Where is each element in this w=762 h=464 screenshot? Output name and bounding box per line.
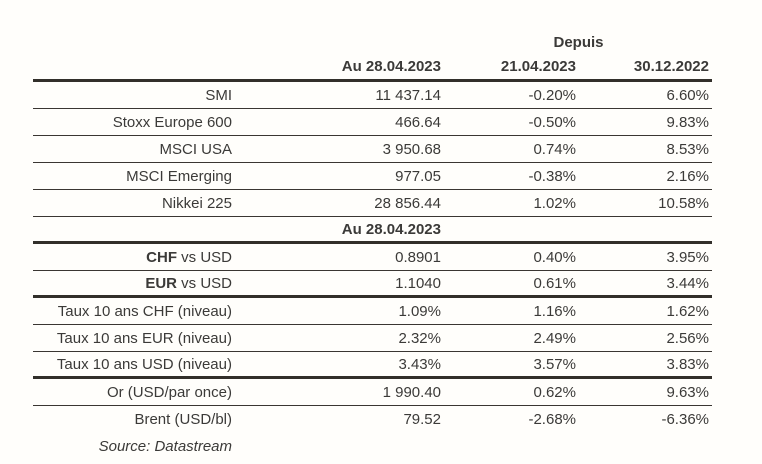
table-row-msci-usa: MSCI USA 3 950.68 0.74% 8.53% bbox=[33, 136, 712, 163]
row-value: 79.52 bbox=[403, 411, 441, 428]
row-value: 1.1040 bbox=[395, 274, 441, 292]
currency-code: EUR bbox=[145, 274, 177, 292]
row-label: Taux 10 ans CHF (niveau) bbox=[57, 302, 232, 320]
row-change-prev: 0.40% bbox=[533, 248, 576, 266]
source-note: Source: Datastream bbox=[98, 438, 232, 455]
row-change-ytd: 10.58% bbox=[658, 194, 709, 212]
table-row-eur-usd: EUR vs USD 1.1040 0.61% 3.44% bbox=[33, 271, 712, 298]
row-label: SMI bbox=[205, 86, 232, 104]
depuis-header-row: Depuis bbox=[33, 30, 712, 54]
table-row-or: Or (USD/par once) 1 990.40 0.62% 9.63% bbox=[33, 379, 712, 406]
row-change-prev: 1.02% bbox=[533, 194, 576, 212]
table-row-taux-eur: Taux 10 ans EUR (niveau) 2.32% 2.49% 2.5… bbox=[33, 325, 712, 352]
currency-rest: vs USD bbox=[176, 274, 232, 292]
row-label: EUR vs USD bbox=[33, 276, 240, 291]
table-row-smi: SMI 11 437.14 -0.20% 6.60% bbox=[33, 82, 712, 109]
row-change-prev: 0.62% bbox=[533, 383, 576, 401]
row-value: 466.64 bbox=[395, 113, 441, 131]
row-change-ytd: 6.60% bbox=[666, 86, 709, 104]
row-change-prev: 2.49% bbox=[533, 329, 576, 347]
row-change-ytd: 3.95% bbox=[666, 248, 709, 266]
row-label: Taux 10 ans EUR (niveau) bbox=[56, 329, 232, 347]
row-change-ytd: 8.53% bbox=[666, 140, 709, 158]
row-label: Nikkei 225 bbox=[161, 194, 232, 212]
row-change-ytd: 3.44% bbox=[666, 274, 709, 292]
row-change-ytd: 2.56% bbox=[666, 329, 709, 347]
row-label: MSCI Emerging bbox=[126, 167, 232, 185]
column-header-row: Au 28.04.2023 21.04.2023 30.12.2022 bbox=[33, 54, 712, 82]
row-value: 28 856.44 bbox=[374, 194, 441, 212]
table-row-taux-usd: Taux 10 ans USD (niveau) 3.43% 3.57% 3.8… bbox=[33, 352, 712, 379]
row-change-ytd: 3.83% bbox=[666, 355, 709, 373]
currency-rest: vs USD bbox=[176, 248, 232, 266]
table-row-taux-chf: Taux 10 ans CHF (niveau) 1.09% 1.16% 1.6… bbox=[33, 298, 712, 325]
row-value: 3.43% bbox=[398, 355, 441, 373]
row-label: CHF vs USD bbox=[33, 250, 240, 265]
row-change-prev: 0.74% bbox=[533, 140, 576, 158]
table-row-chf-usd: CHF vs USD 0.8901 0.40% 3.95% bbox=[33, 244, 712, 271]
row-change-prev: -0.20% bbox=[528, 86, 576, 104]
table-row-nikkei: Nikkei 225 28 856.44 1.02% 10.58% bbox=[33, 190, 712, 217]
row-change-ytd: 9.83% bbox=[666, 113, 709, 131]
col-header-21-04-2023: 21.04.2023 bbox=[500, 58, 576, 75]
row-value: 1.09% bbox=[398, 302, 441, 320]
table-row-stoxx: Stoxx Europe 600 466.64 -0.50% 9.83% bbox=[33, 109, 712, 136]
row-label: MSCI USA bbox=[159, 140, 232, 158]
table-row-msci-emerging: MSCI Emerging 977.05 -0.38% 2.16% bbox=[33, 163, 712, 190]
row-change-prev: 0.61% bbox=[533, 274, 576, 292]
row-label: Taux 10 ans USD (niveau) bbox=[56, 355, 232, 373]
row-change-prev: 3.57% bbox=[533, 355, 576, 373]
row-value: 977.05 bbox=[395, 167, 441, 185]
col-header-au-28-04-2023: Au 28.04.2023 bbox=[341, 58, 441, 75]
currency-code: CHF bbox=[146, 248, 177, 266]
row-value: 1 990.40 bbox=[382, 383, 441, 401]
row-change-ytd: 1.62% bbox=[666, 302, 709, 320]
row-label: Or (USD/par once) bbox=[106, 383, 232, 401]
row-change-ytd: -6.36% bbox=[661, 411, 709, 428]
row-value: 2.32% bbox=[398, 329, 441, 347]
section-header-au-28-04-2023: Au 28.04.2023 bbox=[341, 220, 441, 238]
row-change-prev: 1.16% bbox=[533, 302, 576, 320]
row-label: Brent (USD/bl) bbox=[134, 411, 232, 428]
row-value: 0.8901 bbox=[395, 248, 441, 266]
col-header-30-12-2022: 30.12.2022 bbox=[633, 58, 709, 75]
row-change-ytd: 9.63% bbox=[666, 383, 709, 401]
row-change-prev: -0.50% bbox=[528, 113, 576, 131]
depuis-header: Depuis bbox=[553, 33, 604, 51]
market-data-table: Depuis Au 28.04.2023 21.04.2023 30.12.20… bbox=[33, 30, 712, 455]
row-value: 11 437.14 bbox=[375, 86, 441, 104]
row-change-prev: -0.38% bbox=[528, 167, 576, 185]
section-header-row: Au 28.04.2023 bbox=[33, 217, 712, 244]
row-change-ytd: 2.16% bbox=[666, 167, 709, 185]
row-change-prev: -2.68% bbox=[528, 411, 576, 428]
row-label: Stoxx Europe 600 bbox=[112, 113, 232, 131]
table-row-brent: Brent (USD/bl) 79.52 -2.68% -6.36% bbox=[33, 406, 712, 433]
row-value: 3 950.68 bbox=[382, 140, 441, 158]
